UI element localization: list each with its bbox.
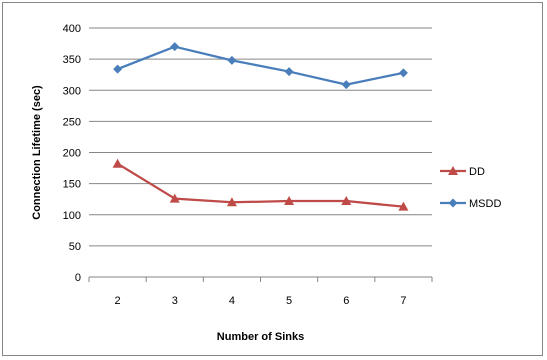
x-tick-label: 2 <box>115 295 121 307</box>
y-tick-label: 100 <box>63 210 81 222</box>
msdd-point <box>341 80 351 90</box>
msdd-point <box>227 55 237 65</box>
legend-msdd-label: MSDD <box>469 198 501 210</box>
y-tick-label: 250 <box>63 116 81 128</box>
legend-msdd-marker <box>448 198 458 208</box>
msdd-point <box>398 68 408 78</box>
x-axis-title: Number of Sinks <box>217 331 304 343</box>
y-tick-label: 50 <box>69 241 81 253</box>
x-tick-label: 3 <box>172 295 178 307</box>
dd-point <box>112 158 123 168</box>
msdd-series-line <box>117 45 404 86</box>
chart-frame <box>2 2 543 356</box>
dd-point <box>398 201 409 211</box>
dd-series-line <box>116 162 404 208</box>
dd-point <box>341 196 352 206</box>
msdd-point <box>113 64 123 74</box>
y-axis-title: Connection Lifetime (sec) <box>31 85 43 220</box>
y-tick-label: 400 <box>63 23 81 35</box>
series-lines <box>112 42 409 211</box>
x-tick-label: 5 <box>286 295 292 307</box>
y-tick-label: 200 <box>63 148 81 160</box>
x-tick-label: 7 <box>400 295 406 307</box>
dd-point <box>226 197 237 207</box>
dd-point <box>284 196 295 206</box>
legend-dd-marker <box>448 166 458 175</box>
msdd-point <box>170 42 180 52</box>
dd-point <box>169 193 180 203</box>
y-tick-label: 150 <box>63 179 81 191</box>
legend: DD MSDD <box>440 166 501 210</box>
y-tick-label: 300 <box>63 85 81 97</box>
y-tick-label: 350 <box>63 54 81 66</box>
legend-dd-label: DD <box>469 166 485 178</box>
x-tick-label: 6 <box>343 295 349 307</box>
x-tick-label: 4 <box>229 295 235 307</box>
msdd-point <box>284 67 294 77</box>
axes: 0 50 100 150 200 250 300 350 400 2 3 4 5 6 7 <box>63 23 433 307</box>
gridlines <box>89 27 432 247</box>
y-tick-label: 0 <box>75 272 81 284</box>
